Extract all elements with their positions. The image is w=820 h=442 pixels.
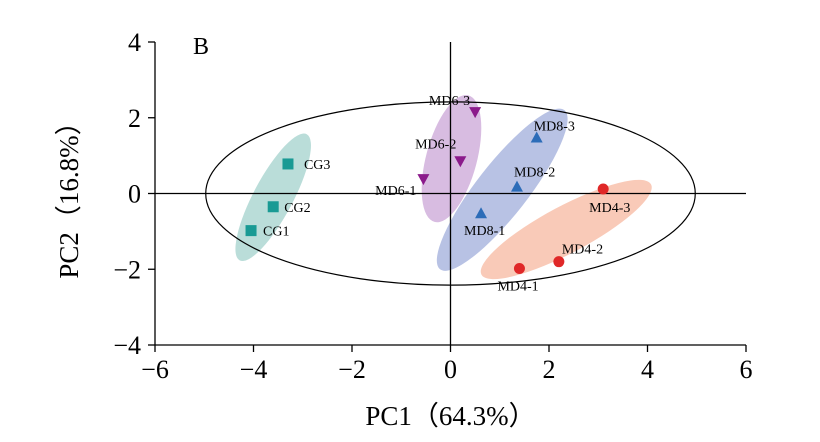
ellipse-cg (235, 133, 311, 262)
point-md8-2 (510, 180, 523, 192)
x-tick-label: −6 (141, 355, 169, 384)
x-axis-title: PC1（64.3%） (365, 401, 535, 431)
label-md6-2: MD6-2 (415, 137, 456, 152)
x-tick-label: 6 (740, 355, 753, 384)
label-md4-1: MD4-1 (497, 279, 538, 294)
label-md6-3: MD6-3 (429, 94, 470, 109)
point-md6-1 (417, 174, 430, 186)
y-axis-title: PC2（16.8%） (54, 108, 84, 278)
label-cg1: CG1 (263, 225, 289, 240)
panel-label: B (193, 34, 209, 60)
x-tick-label: 4 (641, 355, 654, 384)
ellipse-md4 (480, 179, 652, 280)
data-points (245, 107, 609, 274)
point-md4-1 (513, 262, 525, 274)
point-md8-3 (530, 131, 543, 143)
point-md6-2 (454, 156, 467, 168)
label-md8-2: MD8-2 (514, 166, 555, 181)
ellipse-md8 (436, 108, 568, 271)
label-cg3: CG3 (304, 158, 330, 173)
point-cg3 (282, 158, 294, 170)
y-tick-label: 4 (128, 28, 141, 57)
x-tick-label: −2 (338, 355, 366, 384)
label-md4-2: MD4-2 (562, 243, 603, 258)
point-labels: CG3 CG2 CG1 MD6-3 MD6-2 MD6-1 MD8-3 MD8-2 MD8-1 M… (263, 94, 630, 294)
confidence-ellipse (205, 101, 696, 286)
x-tick-label: 0 (444, 355, 457, 384)
y-tick-label: −4 (113, 331, 141, 360)
ellipse-md6 (421, 95, 482, 223)
y-tick-label: −2 (113, 255, 141, 284)
point-md6-3 (469, 107, 482, 119)
y-tick-label: 0 (128, 180, 141, 209)
label-md6-1: MD6-1 (375, 184, 416, 199)
label-md4-3: MD4-3 (589, 201, 630, 216)
y-tick-label: 2 (128, 104, 141, 133)
label-md8-1: MD8-1 (464, 224, 505, 239)
point-cg2 (267, 201, 279, 213)
point-cg1 (245, 225, 257, 237)
point-md4-3 (597, 183, 609, 195)
label-cg2: CG2 (284, 201, 310, 216)
x-tick-label: −4 (240, 355, 268, 384)
point-md4-2 (553, 256, 565, 268)
axes (148, 41, 747, 352)
label-md8-3: MD8-3 (534, 119, 575, 134)
point-md8-1 (475, 207, 488, 219)
x-tick-label: 2 (543, 355, 556, 384)
